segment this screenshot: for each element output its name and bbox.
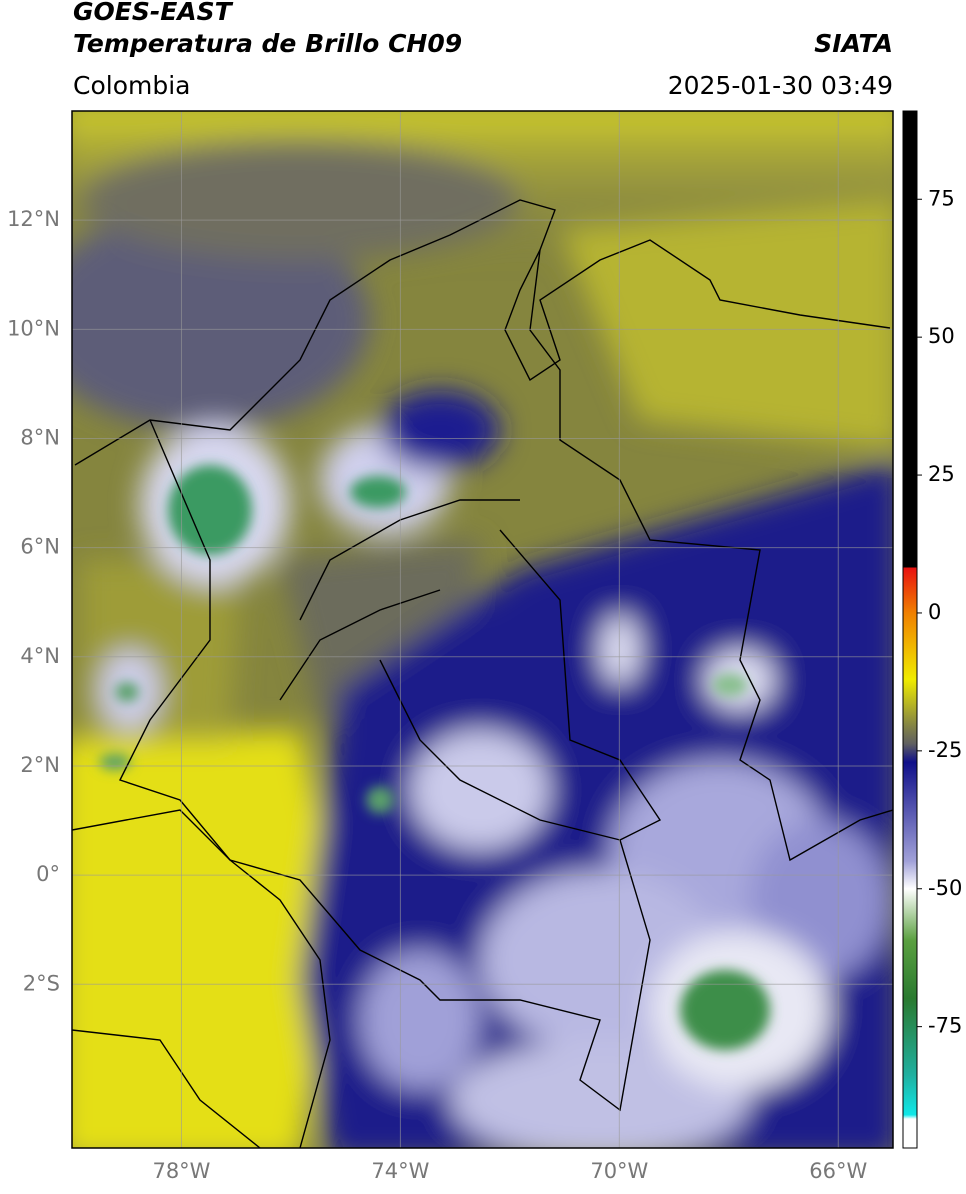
- y-tick-label: 10°N: [7, 316, 60, 340]
- colorbar-tick-label: -75: [928, 1014, 962, 1038]
- y-tick-label: 2°N: [20, 753, 60, 777]
- colorbar-tick-label: 75: [928, 186, 955, 210]
- colorbar-tick-label: 0: [928, 600, 941, 624]
- grid: [72, 111, 893, 1148]
- y-tick-label: 2°S: [23, 971, 60, 995]
- x-tick-label: 78°W: [152, 1159, 210, 1183]
- y-tick-label: 8°N: [20, 425, 60, 449]
- y-tick-label: 6°N: [20, 535, 60, 559]
- x-tick-label: 74°W: [371, 1159, 429, 1183]
- borders: [72, 199, 893, 1148]
- title: GOES-EAST: [73, 0, 234, 26]
- colorbar-tick-label: 25: [928, 462, 955, 486]
- region: Colombia: [73, 71, 190, 100]
- y-tick-label: 4°N: [20, 644, 60, 668]
- colorbar-tick-label: 50: [928, 324, 955, 348]
- colorbar-tick-label: -50: [928, 876, 962, 900]
- map-frame: [71, 110, 894, 1149]
- y-tick-label: 12°N: [7, 207, 60, 231]
- x-tick-label: 70°W: [590, 1159, 648, 1183]
- satellite-image: [72, 111, 893, 1148]
- colorbar-tick-label: -25: [928, 738, 962, 762]
- y-tick-label: 0°: [36, 862, 60, 886]
- x-tick-label: 66°W: [809, 1159, 867, 1183]
- colorbar: [902, 110, 918, 1149]
- datetime: 2025-01-30 03:49: [668, 71, 893, 100]
- subtitle: Temperatura de Brillo CH09: [73, 29, 462, 58]
- source: SIATA: [814, 29, 893, 58]
